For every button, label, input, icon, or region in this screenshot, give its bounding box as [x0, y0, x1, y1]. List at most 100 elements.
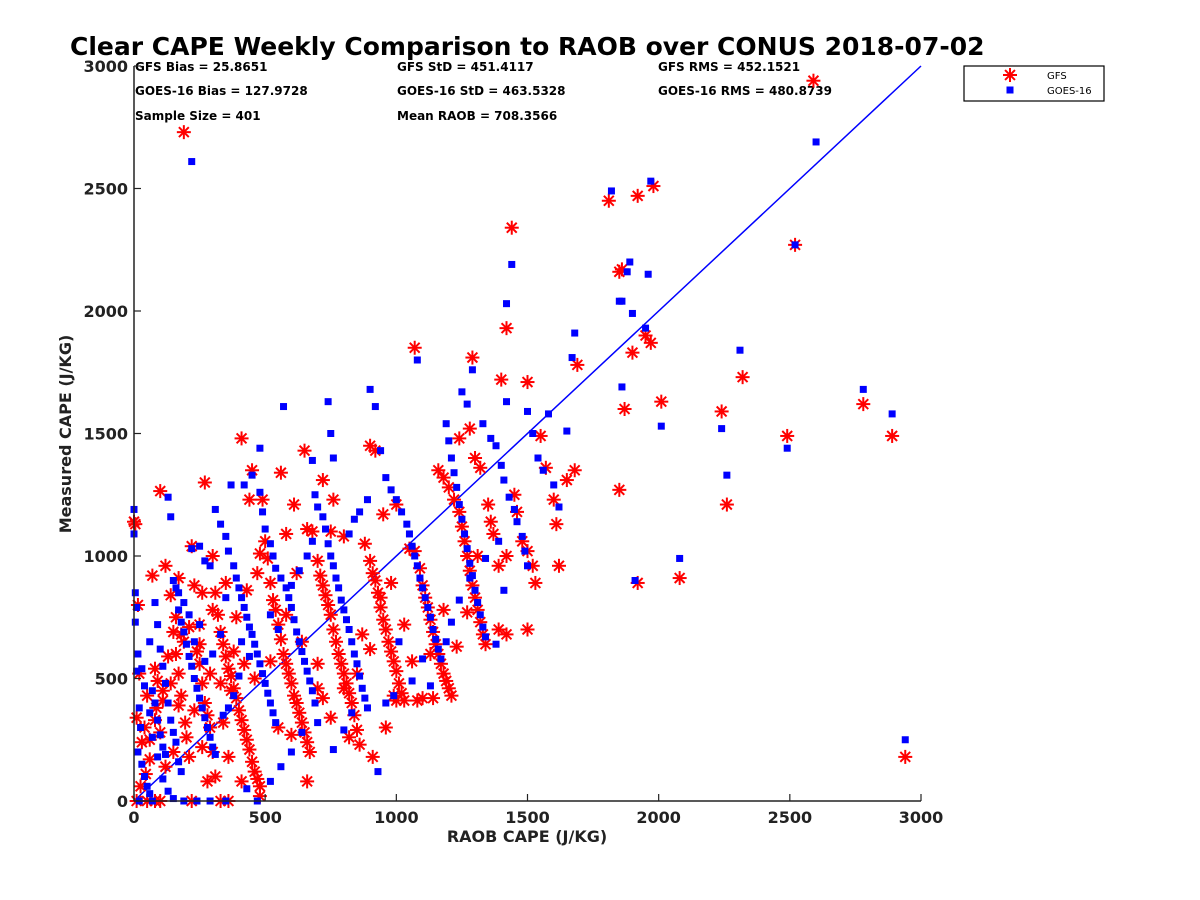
gfs-point [483, 514, 498, 529]
goes16-point [424, 603, 432, 611]
goes16-point [259, 670, 267, 678]
goes16-point [812, 138, 820, 146]
goes16-point [395, 638, 403, 646]
goes16-point [287, 603, 295, 611]
goes16-point [495, 537, 503, 545]
goes16-point [295, 638, 303, 646]
goes16-point [607, 187, 615, 195]
goes16-point [329, 746, 337, 754]
goes16-point [555, 503, 563, 511]
goes16-point [314, 719, 322, 727]
goes16-point [185, 652, 193, 660]
gfs-point [373, 600, 388, 615]
gfs-point [234, 774, 249, 789]
gfs-point [318, 588, 333, 603]
goes16-point [723, 471, 731, 479]
goes16-point [156, 645, 164, 653]
reference-line-layer [133, 65, 922, 802]
goes16-point [148, 687, 156, 695]
goes16-point [353, 660, 361, 668]
goes16-point [888, 410, 896, 418]
goes16-point [340, 606, 348, 614]
goes16-point [340, 726, 348, 734]
goes16-point [463, 545, 471, 553]
goes16-point [455, 596, 463, 604]
gfs-point [239, 583, 254, 598]
gfs-point [357, 536, 372, 551]
gfs-point [326, 492, 341, 507]
goes16-point [298, 648, 306, 656]
gfs-point [279, 526, 294, 541]
gfs-point [384, 644, 399, 659]
gfs-point [714, 404, 729, 419]
gfs-point [494, 372, 509, 387]
gfs-point [499, 321, 514, 336]
gfs-point [239, 732, 254, 747]
goes16-point [479, 420, 487, 428]
goes16-point [492, 442, 500, 450]
gfs-point [334, 656, 349, 671]
gfs-point [486, 526, 501, 541]
goes16-point [324, 540, 332, 548]
gfs-point [273, 465, 288, 480]
goes16-point [193, 684, 201, 692]
y-tick-label: 500 [95, 670, 128, 689]
gfs-point [449, 639, 464, 654]
gfs-point [436, 602, 451, 617]
goes16-point [442, 420, 450, 428]
gfs-point [294, 715, 309, 730]
gfs-point [365, 749, 380, 764]
goes16-point [285, 594, 293, 602]
goes16-point [319, 513, 327, 521]
goes16-point [335, 584, 343, 592]
legend-gfs-label: GFS [1047, 71, 1067, 82]
gfs-point [546, 492, 561, 507]
gfs-point [431, 463, 446, 478]
goes16-point [371, 403, 379, 411]
goes16-point [272, 564, 280, 572]
gfs-point [336, 681, 351, 696]
gfs-point [229, 610, 244, 625]
goes16-point [266, 540, 274, 548]
gfs-point [284, 727, 299, 742]
gfs-point [213, 676, 228, 691]
gfs-point [378, 622, 393, 637]
goes16-point [408, 677, 416, 685]
goes16-point [266, 699, 274, 707]
goes16-point [301, 657, 309, 665]
gfs-point [242, 492, 257, 507]
goes16-point [476, 611, 484, 619]
goes16-point [188, 158, 196, 166]
goes16-point [859, 385, 867, 393]
y-tick-label: 3000 [83, 57, 128, 76]
goes16-point [571, 329, 579, 337]
goes16-point [151, 599, 159, 607]
goes16-point [167, 513, 175, 521]
goes16-point [363, 496, 371, 504]
goes16-point [524, 562, 531, 570]
goes16-point [306, 677, 314, 685]
legend-box [963, 65, 1105, 102]
goes16-point [140, 682, 148, 690]
gfs-point [491, 622, 506, 637]
gfs-point [150, 673, 165, 688]
goes16-point [529, 430, 537, 437]
gfs-point [462, 421, 477, 436]
one-to-one-reference-line [133, 65, 922, 802]
gfs-point [237, 722, 252, 737]
goes16-point [550, 481, 558, 489]
goes16-point [209, 650, 217, 658]
goes16-point [269, 709, 277, 717]
goes16-point [217, 630, 225, 638]
gfs-point [499, 627, 514, 642]
goes16-point [618, 383, 626, 391]
data-points-layer [127, 73, 913, 808]
goes16-point [161, 750, 169, 758]
gfs-point [397, 617, 412, 632]
gfs-point [218, 575, 233, 590]
gfs-point [197, 475, 212, 490]
goes16-point [463, 400, 471, 408]
gfs-point [384, 575, 399, 590]
goes16-point [196, 621, 204, 629]
